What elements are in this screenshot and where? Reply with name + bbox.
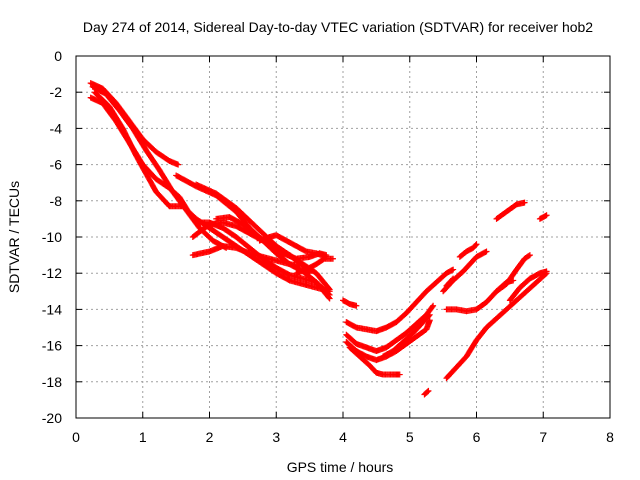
y-tick-label: -12 <box>42 265 62 281</box>
y-tick-label: -2 <box>50 84 63 100</box>
y-tick-label: -20 <box>42 410 62 426</box>
chart-background <box>0 0 640 480</box>
x-tick-label: 2 <box>206 429 214 445</box>
chart-title: Day 274 of 2014, Sidereal Day-to-day VTE… <box>83 19 593 35</box>
x-axis-label: GPS time / hours <box>287 459 394 475</box>
y-tick-label: -16 <box>42 338 62 354</box>
x-tick-label: 5 <box>406 429 414 445</box>
y-tick-label: 0 <box>54 48 62 64</box>
y-tick-label: -8 <box>50 193 63 209</box>
y-tick-label: -4 <box>50 120 63 136</box>
x-tick-label: 8 <box>606 429 614 445</box>
y-axis-label: SDTVAR / TECUs <box>6 181 22 293</box>
y-tick-label: -10 <box>42 229 62 245</box>
y-tick-label: -14 <box>42 301 62 317</box>
x-tick-label: 6 <box>473 429 481 445</box>
sdtvar-chart: Day 274 of 2014, Sidereal Day-to-day VTE… <box>0 0 640 480</box>
x-tick-label: 4 <box>339 429 347 445</box>
x-tick-label: 0 <box>72 429 80 445</box>
y-tick-label: -6 <box>50 157 63 173</box>
x-tick-label: 3 <box>272 429 280 445</box>
x-tick-label: 1 <box>139 429 147 445</box>
y-tick-label: -18 <box>42 374 62 390</box>
x-tick-label: 7 <box>539 429 547 445</box>
